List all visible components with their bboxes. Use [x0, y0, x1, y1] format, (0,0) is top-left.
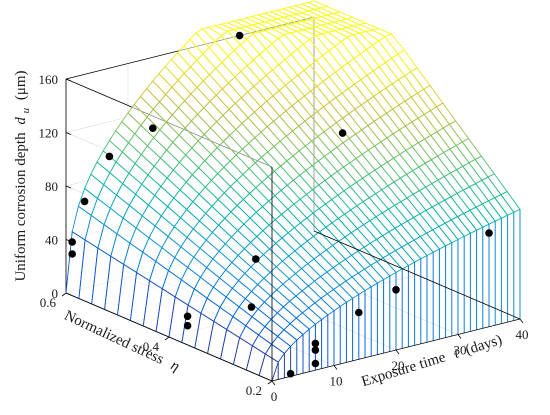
data-points	[68, 31, 493, 378]
x-tick-mark	[519, 318, 524, 324]
z-tick-mark	[65, 132, 72, 135]
z-tick-mark	[65, 239, 72, 242]
x-tick-label: 20	[392, 358, 405, 373]
z-tick-mark	[65, 185, 72, 189]
data-point	[311, 346, 320, 354]
z-tick-label: 120	[39, 126, 59, 141]
data-point	[311, 339, 320, 348]
data-point	[183, 321, 192, 330]
y-tick-label: 0.4	[143, 339, 160, 354]
data-point	[252, 255, 260, 263]
z-tick-label: 160	[39, 72, 59, 87]
x-tick-mark	[333, 365, 338, 370]
x-tick-mark	[457, 334, 462, 339]
y-tick-label: 0.2	[246, 383, 262, 398]
z-tick-label: 0	[52, 286, 59, 301]
z-tick-mark	[65, 78, 72, 82]
y-tick-label: 0.6	[40, 295, 57, 310]
data-point	[247, 303, 256, 311]
data-point	[311, 359, 320, 368]
y-tick-mark	[164, 336, 170, 341]
y-tick-mark	[61, 292, 67, 297]
y-tick-mark	[267, 380, 273, 385]
x-tick-mark	[271, 380, 276, 386]
data-point	[105, 152, 114, 161]
x-tick-label: 0	[271, 389, 278, 404]
x-tick-mark	[395, 349, 400, 355]
surface-mesh	[65, 0, 521, 382]
x-tick-label: 30	[454, 343, 467, 358]
z-tick-label: 40	[45, 233, 58, 248]
z-tick-label: 80	[45, 179, 58, 194]
x-tick-label: 10	[330, 374, 343, 389]
data-point	[80, 197, 89, 206]
z-tick-mark	[65, 292, 72, 296]
data-point	[485, 229, 493, 237]
data-point	[149, 124, 157, 132]
data-point	[392, 286, 400, 294]
data-point	[183, 312, 192, 321]
data-point	[355, 308, 363, 317]
data-point	[68, 250, 76, 258]
z-axis-label: Uniform corrosion depth d u (μm)	[13, 70, 33, 281]
x-end-edge	[313, 230, 521, 320]
data-point	[338, 129, 347, 137]
chart-axes	[61, 78, 524, 386]
data-point	[68, 238, 76, 246]
x-tick-label: 40	[516, 327, 529, 342]
data-point	[235, 31, 244, 40]
